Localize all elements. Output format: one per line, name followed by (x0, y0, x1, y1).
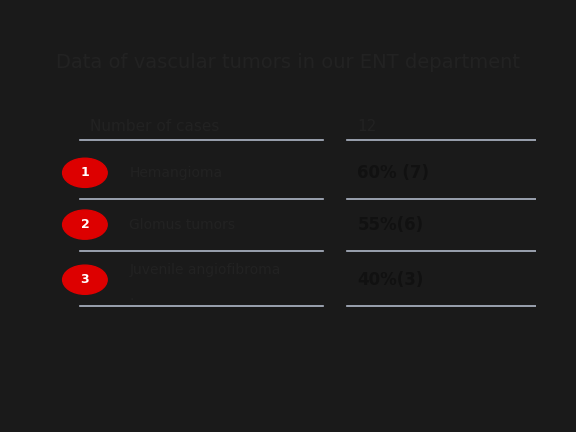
Text: Hemangioma: Hemangioma (130, 166, 222, 180)
Text: 60% (7): 60% (7) (357, 164, 429, 182)
Circle shape (63, 265, 107, 294)
Text: Number of cases: Number of cases (90, 119, 219, 134)
Circle shape (63, 158, 107, 187)
Text: 40%(3): 40%(3) (357, 271, 424, 289)
Text: 2: 2 (81, 218, 89, 231)
Text: 3: 3 (81, 273, 89, 286)
Text: Glomus tumors: Glomus tumors (130, 218, 236, 232)
Text: Juvenile angiofibroma: Juvenile angiofibroma (130, 263, 281, 277)
Text: 55%(6): 55%(6) (357, 216, 423, 234)
Text: Data of vascular tumors in our ENT department: Data of vascular tumors in our ENT depar… (56, 53, 520, 72)
Text: 12: 12 (357, 119, 377, 134)
Text: .: . (130, 289, 134, 303)
Circle shape (63, 210, 107, 239)
Text: 1: 1 (81, 166, 89, 179)
